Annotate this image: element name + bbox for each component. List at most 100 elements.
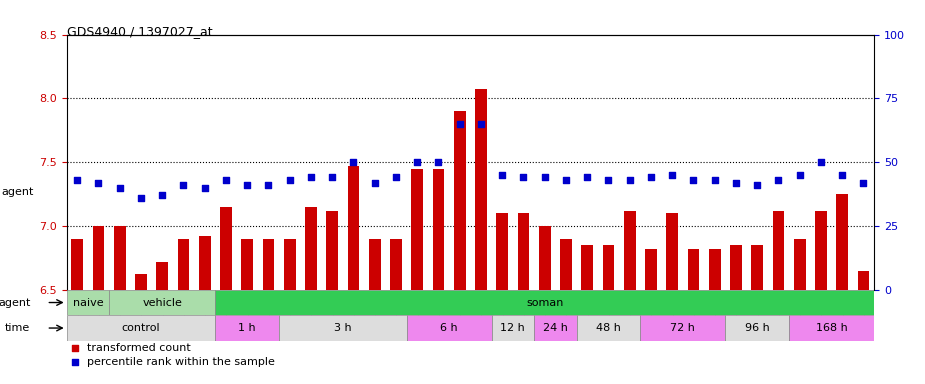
Bar [135,275,147,290]
Bar [305,207,317,290]
Text: control: control [122,323,160,333]
Point [154,192,169,199]
Bar [836,194,848,290]
Text: 6 h: 6 h [440,323,458,333]
Bar [71,239,83,290]
Bar [518,213,529,290]
Point [814,159,829,165]
Point [665,172,680,178]
Bar [534,315,576,341]
Point [282,177,297,183]
Point [708,177,722,183]
Point [303,174,318,180]
Bar [497,213,508,290]
Bar [369,239,380,290]
Bar [412,169,423,290]
Bar [582,245,593,290]
Bar [725,315,789,341]
Bar [156,262,168,290]
Bar [623,211,635,290]
Bar [539,226,550,290]
Text: 1 h: 1 h [239,323,256,333]
Point [431,159,446,165]
Bar [666,213,678,290]
Text: 48 h: 48 h [596,323,621,333]
Text: time: time [5,323,31,333]
Bar [327,211,338,290]
Bar [263,239,275,290]
Bar [433,169,444,290]
Text: 12 h: 12 h [500,323,525,333]
Bar [390,239,401,290]
Point [686,177,701,183]
Point [176,182,191,188]
Bar [284,239,296,290]
Text: agent: agent [0,298,31,308]
Point [346,159,361,165]
Bar [645,249,657,290]
Bar [114,226,126,290]
Point [835,172,850,178]
Bar [67,315,216,341]
Bar [67,290,109,315]
Point [857,179,871,185]
Point [644,174,659,180]
Point [771,177,786,183]
Text: 96 h: 96 h [745,323,770,333]
Text: 168 h: 168 h [816,323,847,333]
Point [112,185,127,191]
Point [750,182,765,188]
Bar [279,315,407,341]
Bar [216,290,874,315]
Point [91,179,105,185]
Bar [751,245,763,290]
Bar [491,315,534,341]
Bar [640,315,725,341]
Text: naive: naive [72,298,104,308]
Bar [92,226,105,290]
Bar [576,315,640,341]
Text: 3 h: 3 h [334,323,352,333]
Point [452,121,467,127]
Point [240,182,254,188]
Bar [789,315,874,341]
Bar [109,290,216,315]
Point [559,177,574,183]
Text: GDS4940 / 1397027_at: GDS4940 / 1397027_at [67,25,212,38]
Bar [454,111,465,290]
Point [68,345,82,351]
Bar [241,239,253,290]
Point [68,359,82,365]
Bar [772,211,784,290]
Bar [709,249,721,290]
Bar [199,236,211,290]
Point [410,159,425,165]
Bar [561,239,572,290]
Point [516,174,531,180]
Bar [220,207,232,290]
Text: soman: soman [526,298,563,308]
Text: 72 h: 72 h [671,323,696,333]
Bar [216,315,279,341]
Bar [815,211,827,290]
Text: percentile rank within the sample: percentile rank within the sample [87,357,275,367]
Point [623,177,637,183]
Point [537,174,552,180]
Point [197,185,212,191]
Bar [348,166,359,290]
Point [367,179,382,185]
Text: agent: agent [2,187,34,197]
Point [325,174,339,180]
Bar [475,89,487,290]
Text: vehicle: vehicle [142,298,182,308]
Bar [794,239,806,290]
Bar [730,245,742,290]
Bar [857,271,869,290]
Point [388,174,403,180]
Text: 24 h: 24 h [543,323,568,333]
Text: transformed count: transformed count [87,343,191,353]
Point [69,177,84,183]
Bar [687,249,699,290]
Point [474,121,488,127]
Point [580,174,595,180]
